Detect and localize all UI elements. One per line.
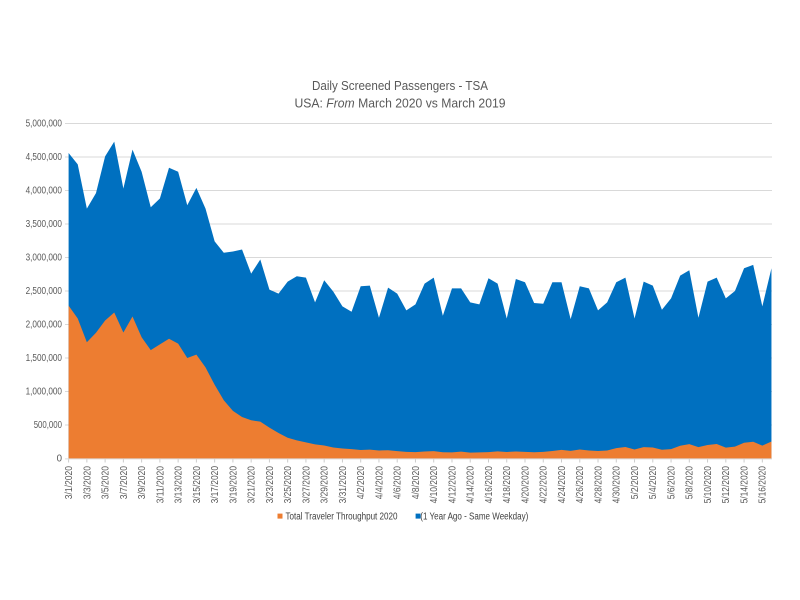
svg-text:3/3/2020: 3/3/2020 [82, 465, 93, 499]
svg-text:5/10/2020: 5/10/2020 [703, 465, 714, 503]
svg-text:3/25/2020: 3/25/2020 [283, 465, 294, 503]
svg-text:4/18/2020: 4/18/2020 [502, 465, 513, 503]
svg-text:5/4/2020: 5/4/2020 [648, 465, 659, 499]
svg-text:5/16/2020: 5/16/2020 [758, 465, 769, 503]
svg-text:3/29/2020: 3/29/2020 [320, 465, 331, 503]
svg-text:3/9/2020: 3/9/2020 [137, 465, 148, 499]
svg-text:4/12/2020: 4/12/2020 [447, 465, 458, 503]
svg-text:5/6/2020: 5/6/2020 [666, 465, 677, 499]
svg-text:4/14/2020: 4/14/2020 [466, 465, 477, 503]
svg-text:4,500,000: 4,500,000 [26, 152, 63, 163]
svg-text:5,000,000: 5,000,000 [26, 119, 63, 130]
svg-text:4,000,000: 4,000,000 [26, 186, 63, 197]
svg-text:3/7/2020: 3/7/2020 [119, 465, 130, 499]
svg-text:Total Traveler Throughput 2020: Total Traveler Throughput 2020 [286, 511, 398, 522]
svg-text:3/31/2020: 3/31/2020 [338, 465, 349, 503]
svg-text:1,000,000: 1,000,000 [26, 387, 63, 398]
svg-text:4/8/2020: 4/8/2020 [411, 465, 422, 499]
svg-text:0: 0 [57, 454, 63, 465]
svg-text:4/20/2020: 4/20/2020 [520, 465, 531, 503]
svg-text:(1 Year Ago - Same Weekday): (1 Year Ago - Same Weekday) [420, 511, 528, 522]
svg-text:4/28/2020: 4/28/2020 [593, 465, 604, 503]
svg-text:3/21/2020: 3/21/2020 [247, 465, 258, 503]
svg-text:3/27/2020: 3/27/2020 [301, 465, 312, 503]
svg-text:4/10/2020: 4/10/2020 [429, 465, 440, 503]
svg-text:3/17/2020: 3/17/2020 [210, 465, 221, 503]
svg-text:3/1/2020: 3/1/2020 [64, 465, 75, 499]
svg-text:3/11/2020: 3/11/2020 [155, 465, 166, 503]
svg-text:4/30/2020: 4/30/2020 [612, 465, 623, 503]
svg-text:4/6/2020: 4/6/2020 [393, 465, 404, 499]
svg-text:4/24/2020: 4/24/2020 [557, 465, 568, 503]
svg-text:5/12/2020: 5/12/2020 [721, 465, 732, 503]
svg-text:USA: From March 2020 vs March: USA: From March 2020 vs March 2019 [295, 96, 506, 111]
svg-text:4/16/2020: 4/16/2020 [484, 465, 495, 503]
svg-text:Daily Screened Passengers - TS: Daily Screened Passengers - TSA [312, 78, 488, 93]
svg-text:5/8/2020: 5/8/2020 [685, 465, 696, 499]
svg-text:3,500,000: 3,500,000 [26, 219, 63, 230]
svg-text:2,000,000: 2,000,000 [26, 320, 63, 331]
svg-text:3/19/2020: 3/19/2020 [228, 465, 239, 503]
svg-text:3/5/2020: 3/5/2020 [101, 465, 112, 499]
svg-text:4/4/2020: 4/4/2020 [374, 465, 385, 499]
svg-text:5/2/2020: 5/2/2020 [630, 465, 641, 499]
svg-text:5/14/2020: 5/14/2020 [739, 465, 750, 503]
svg-text:2,500,000: 2,500,000 [26, 286, 63, 297]
svg-text:1,500,000: 1,500,000 [26, 353, 63, 364]
svg-text:3/13/2020: 3/13/2020 [174, 465, 185, 503]
svg-text:4/2/2020: 4/2/2020 [356, 465, 367, 499]
svg-text:3/23/2020: 3/23/2020 [265, 465, 276, 503]
svg-text:3,000,000: 3,000,000 [26, 253, 63, 264]
svg-text:3/15/2020: 3/15/2020 [192, 465, 203, 503]
svg-text:4/22/2020: 4/22/2020 [539, 465, 550, 503]
svg-text:500,000: 500,000 [34, 420, 63, 431]
svg-text:4/26/2020: 4/26/2020 [575, 465, 586, 503]
